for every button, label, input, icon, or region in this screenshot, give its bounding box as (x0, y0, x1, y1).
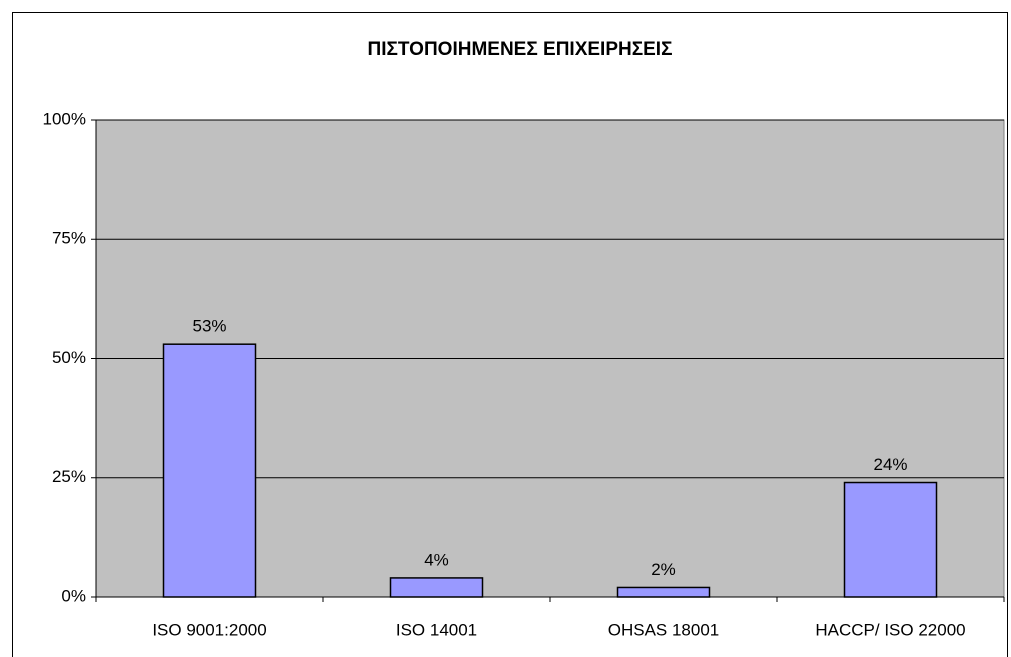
bar (843, 481, 938, 598)
data-label: 2% (651, 560, 676, 579)
x-tick-label: ISO 9001:2000 (152, 620, 266, 639)
chart-title: ΠΙΣΤΟΠΟΙΗΜΕΝΕΣ ΕΠΙΧΕΙΡΗΣΕΙΣ (368, 39, 673, 60)
y-tick-label: 50% (52, 348, 86, 367)
data-label: 53% (192, 317, 226, 336)
data-label: 24% (873, 455, 907, 474)
y-tick-label: 75% (52, 229, 86, 248)
y-tick-label: 100% (43, 109, 86, 128)
bar (616, 586, 711, 598)
data-label: 4% (424, 550, 449, 569)
y-tick-label: 0% (61, 586, 86, 605)
x-tick-label: HACCP/ ISO 22000 (815, 620, 965, 639)
bar (389, 577, 484, 598)
y-tick-label: 25% (52, 467, 86, 486)
x-tick-label: ISO 14001 (396, 620, 477, 639)
bar (162, 343, 257, 598)
x-tick-label: OHSAS 18001 (608, 620, 720, 639)
